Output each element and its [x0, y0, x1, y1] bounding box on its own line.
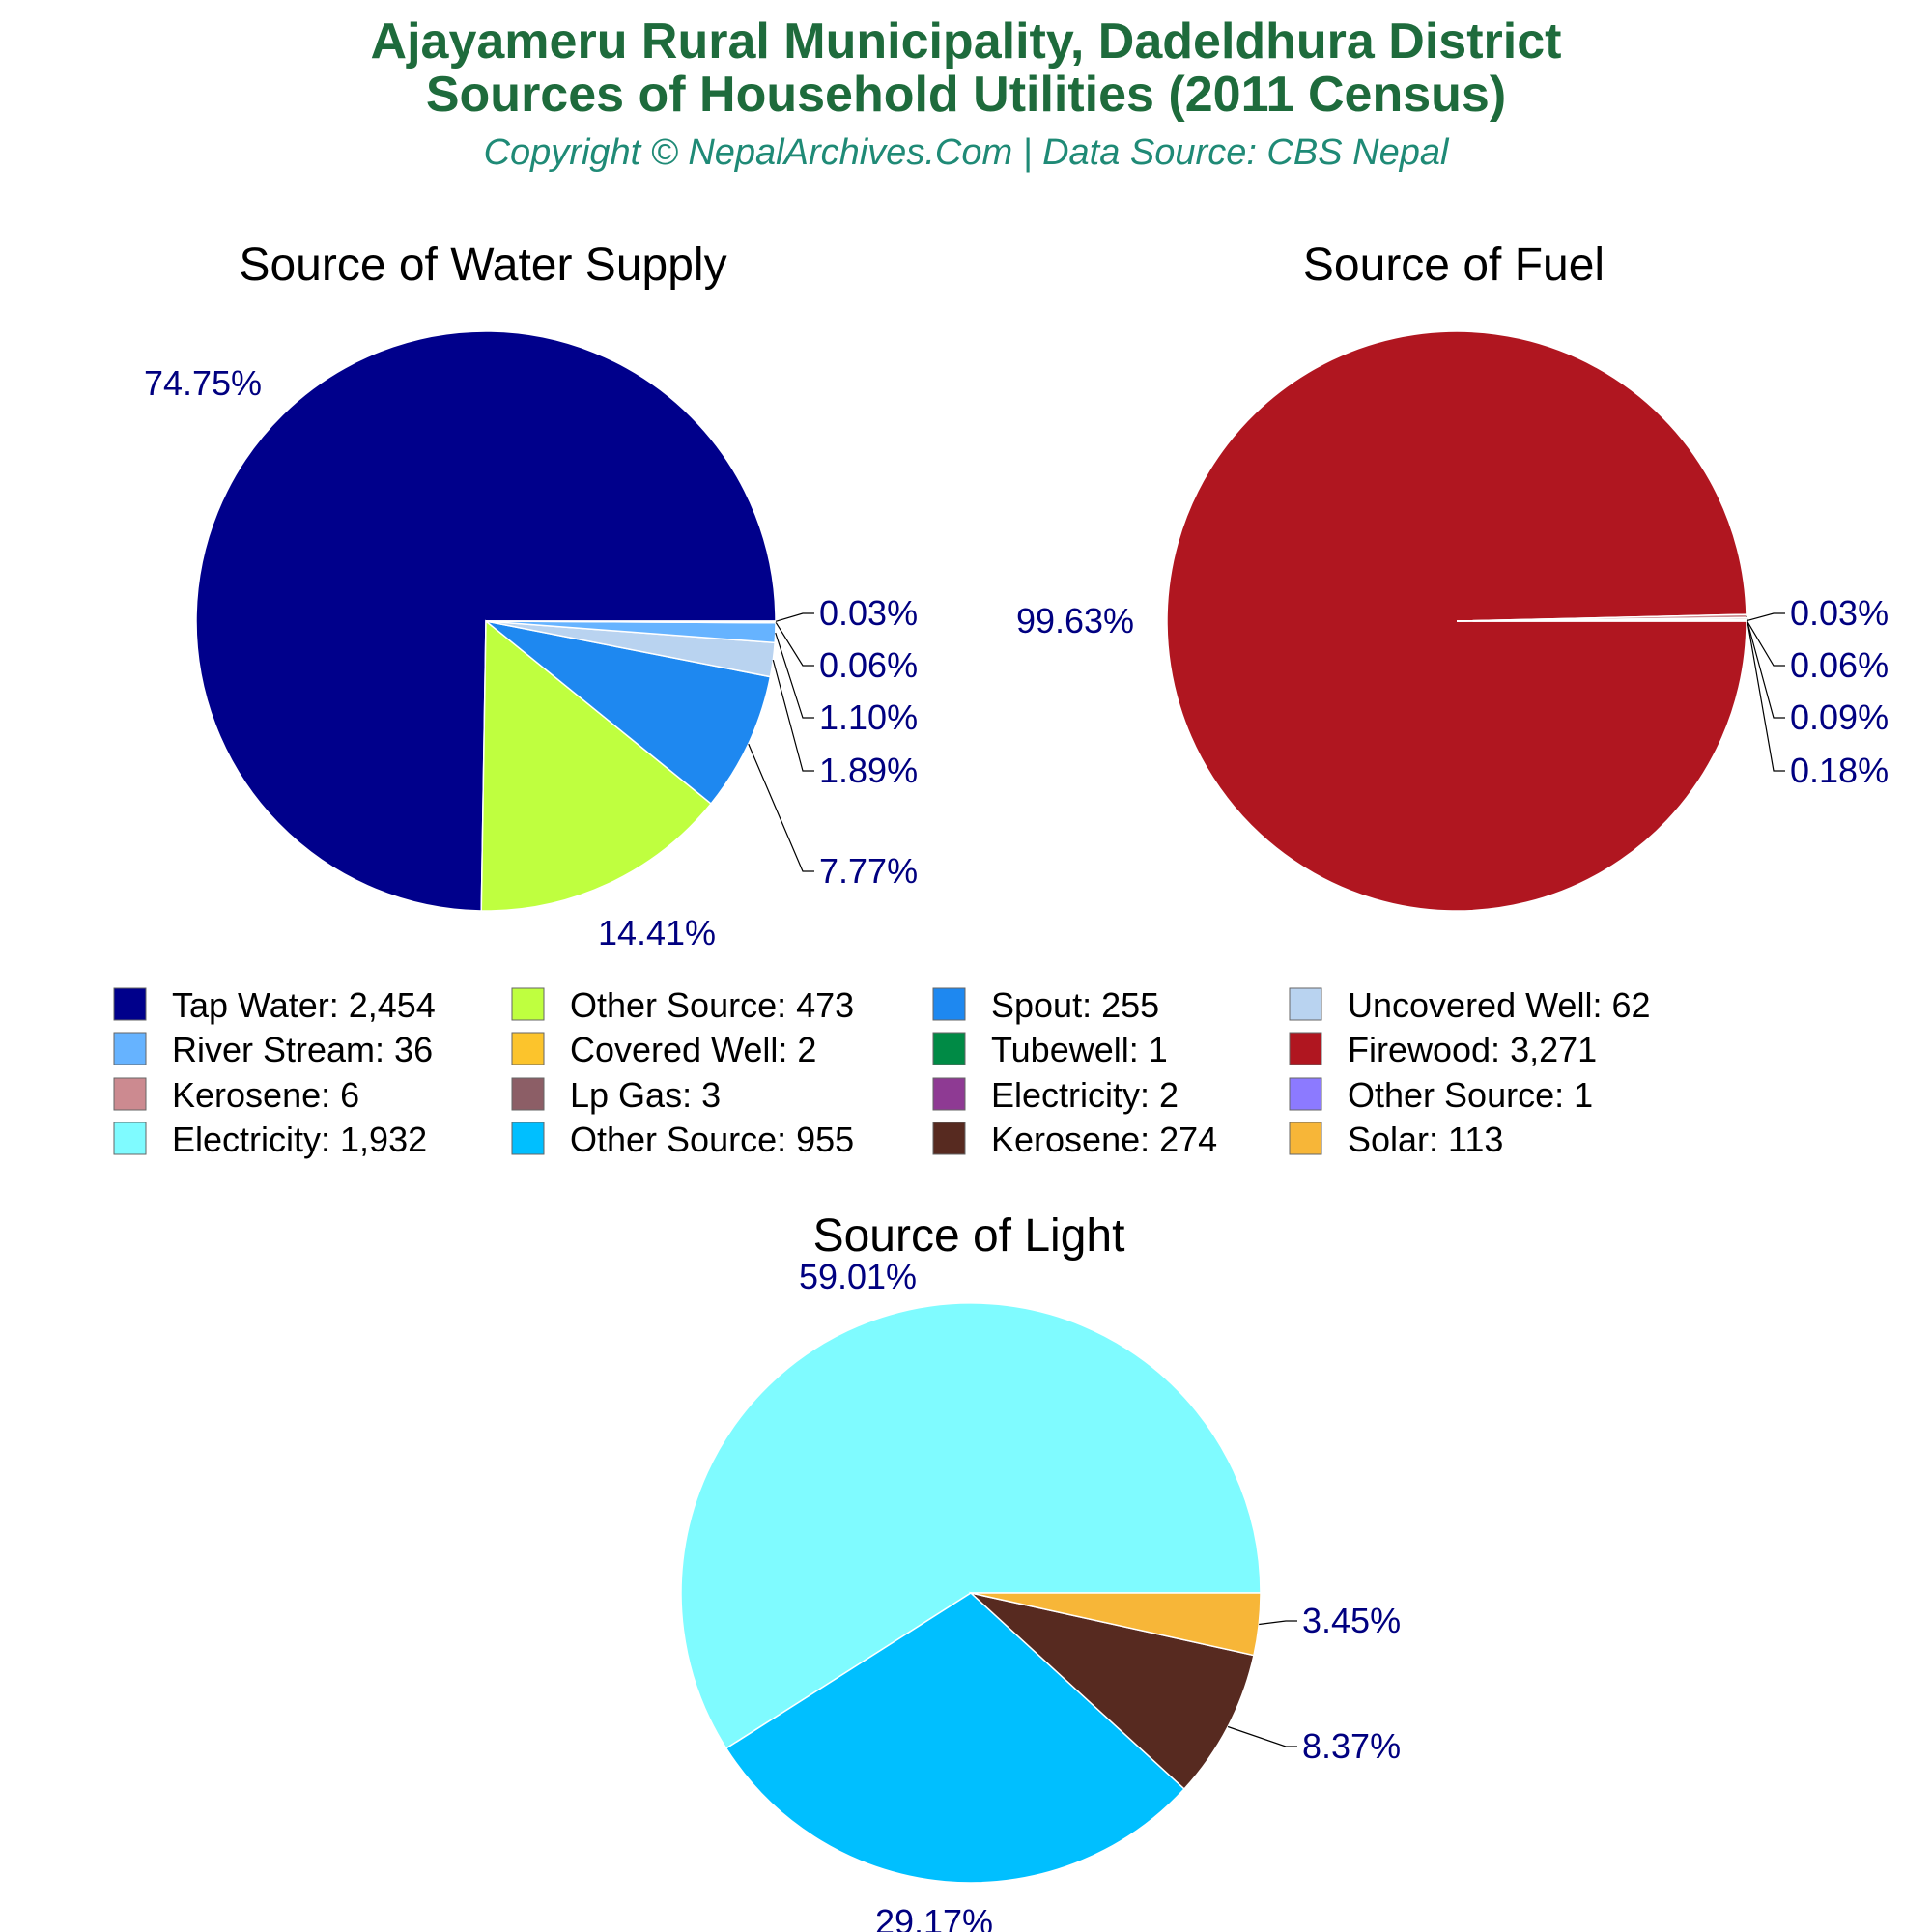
legend-swatch	[113, 987, 147, 1021]
legend-entry: Uncovered Well: 62	[1348, 985, 1651, 1025]
fuel-chart-title: Source of Fuel	[1303, 240, 1605, 291]
water-leader-line	[775, 612, 814, 622]
fuel-leader-line	[1746, 612, 1785, 622]
water-leader-line	[772, 659, 814, 772]
light-percent-label: 29.17%	[875, 1902, 993, 1932]
legend-swatch	[932, 1122, 966, 1155]
light-slice-other-source	[724, 1592, 1186, 1884]
water-percent-label: 1.89%	[819, 751, 918, 790]
water-leader-line	[775, 632, 814, 719]
fuel-percent-label: 0.09%	[1790, 697, 1889, 737]
light-slice-electricity	[680, 1302, 1262, 1749]
light-percent-label: 59.01%	[799, 1257, 917, 1296]
legend-entry: Firewood: 3,271	[1348, 1030, 1597, 1069]
water-slice-spout	[485, 620, 772, 806]
legend-swatch	[1289, 1077, 1322, 1111]
legend-entry: Tubewell: 1	[991, 1030, 1168, 1069]
water-percent-label: 0.03%	[819, 593, 918, 633]
legend-swatch	[1289, 987, 1322, 1021]
fuel-leader-line	[1746, 615, 1785, 772]
fuel-pie-chart: Source of Fuel 99.63% 0.18% 0.09% 0.06% 0.03…	[1016, 240, 1889, 912]
water-supply-pie-chart: Source of Water Supply 74.75% 14.41% 7.77%…	[144, 240, 918, 952]
water-percent-label: 14.41%	[598, 913, 716, 952]
legend-swatch	[113, 1122, 147, 1155]
legend-entry: Tap Water: 2,454	[172, 985, 436, 1025]
light-percent-label: 8.37%	[1302, 1726, 1401, 1766]
legend-swatch	[1289, 1032, 1322, 1065]
legend-swatch	[511, 1032, 545, 1065]
legend-entry: Covered Well: 2	[570, 1030, 816, 1069]
light-chart-title: Source of Light	[813, 1210, 1125, 1262]
light-slice-solar	[970, 1592, 1262, 1657]
water-percent-label: 0.06%	[819, 645, 918, 685]
legend-entry: Electricity: 2	[991, 1075, 1179, 1115]
legend-entry: Electricity: 1,932	[172, 1120, 427, 1159]
fuel-leader-line	[1746, 619, 1785, 667]
figure-title-line2: Sources of Household Utilities (2011 Cen…	[426, 67, 1506, 123]
water-leader-line	[748, 743, 814, 872]
figure-title-line1: Ajayameru Rural Municipality, Dadeldhura…	[371, 14, 1562, 70]
fuel-percent-label: 0.03%	[1790, 593, 1889, 633]
legend-swatch	[1289, 1122, 1322, 1155]
water-percent-label: 7.77%	[819, 851, 918, 891]
light-pie-chart: Source of Light 59.01% 29.17% 8.37% 3.45%	[680, 1210, 1401, 1932]
legend-swatch	[932, 1032, 966, 1065]
legend-entry: Solar: 113	[1348, 1120, 1503, 1159]
water-leader-line	[775, 621, 814, 667]
figure-subtitle: Copyright © NepalArchives.Com | Data Sou…	[484, 132, 1450, 173]
legend-entry: Spout: 255	[991, 985, 1159, 1025]
light-slice-kerosene	[968, 1591, 1255, 1790]
legend-entry: Kerosene: 6	[172, 1075, 359, 1115]
legend-swatch	[932, 1077, 966, 1111]
legend-swatch	[113, 1032, 147, 1065]
light-percent-label: 3.45%	[1302, 1601, 1401, 1640]
water-percent-label: 74.75%	[144, 363, 262, 403]
legend-swatch	[511, 1077, 545, 1111]
legend-swatch	[511, 987, 545, 1021]
legend-entry: Other Source: 955	[570, 1120, 854, 1159]
legend-entry: Other Source: 1	[1348, 1075, 1593, 1115]
legend-entry: River Stream: 36	[172, 1030, 433, 1069]
legend-swatch	[511, 1122, 545, 1155]
water-chart-title: Source of Water Supply	[239, 240, 726, 291]
legend-entry: Lp Gas: 3	[570, 1075, 721, 1115]
fuel-leader-line	[1746, 618, 1785, 719]
legend-entry: Kerosene: 274	[991, 1120, 1217, 1159]
water-percent-label: 1.10%	[819, 697, 918, 737]
fuel-percent-label: 99.63%	[1016, 601, 1134, 640]
fuel-percent-label: 0.18%	[1790, 751, 1889, 790]
legend-entry: Other Source: 473	[570, 985, 854, 1025]
legend: Tap Water: 2,454 Other Source: 473 Spout: …	[113, 985, 1651, 1159]
water-slice-other-source	[480, 619, 713, 912]
fuel-slice-other-source	[1456, 619, 1747, 622]
fuel-percent-label: 0.06%	[1790, 645, 1889, 685]
light-leader-line	[1259, 1620, 1297, 1626]
light-leader-line	[1227, 1725, 1297, 1747]
water-slice-tubewell	[485, 620, 777, 623]
legend-swatch	[932, 987, 966, 1021]
legend-swatch	[113, 1077, 147, 1111]
